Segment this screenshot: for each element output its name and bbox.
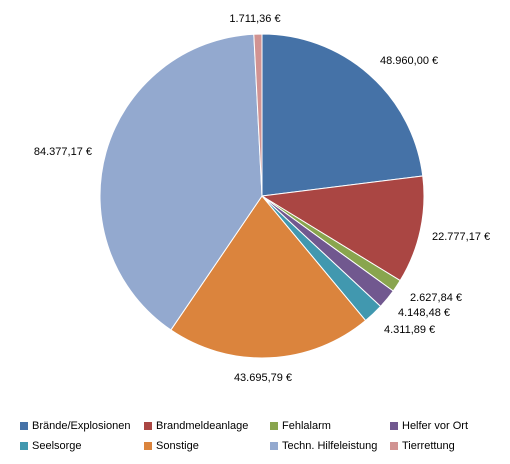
legend-swatch — [270, 422, 278, 430]
legend-label: Sonstige — [156, 440, 199, 452]
pie-data-label: 2.627,84 € — [410, 292, 462, 304]
pie-data-label: 43.695,79 € — [234, 372, 292, 384]
pie-slice-tierrettung — [253, 33, 263, 197]
pie-data-label: 4.311,89 € — [384, 324, 435, 336]
legend-item: Helfer vor Ort — [390, 420, 500, 432]
legend-item: Techn. Hilfeleistung — [270, 440, 390, 452]
legend-label: Tierrettung — [402, 440, 455, 452]
pie-slice-techn-hilfeleistung — [99, 33, 263, 331]
pie-chart-svg: 48.960,00 € 22.777,17 € 2.627,84 € 4.148,48… — [34, 13, 490, 384]
legend-item: Brände/Explosionen — [20, 420, 144, 432]
pie-data-label: 22.777,17 € — [432, 231, 490, 243]
pie-data-label: 48.960,00 € — [380, 55, 438, 67]
legend-label: Techn. Hilfeleistung — [282, 440, 378, 452]
legend-swatch — [20, 422, 28, 430]
chart-legend: Brände/Explosionen Brandmeldeanlage Fehlal… — [20, 420, 500, 452]
legend-swatch — [390, 422, 398, 430]
legend-item: Brandmeldeanlage — [144, 420, 270, 432]
pie-slice-brandmeldeanlage — [260, 175, 425, 282]
pie-value-labels: 48.960,00 € 22.777,17 € 2.627,84 € 4.148,48… — [34, 13, 490, 384]
pie-data-label: 4.148,48 € — [398, 307, 450, 319]
legend-item: Fehlalarm — [270, 420, 390, 432]
legend-swatch — [144, 422, 152, 430]
legend-label: Brände/Explosionen — [32, 420, 131, 432]
legend-swatch — [390, 442, 398, 450]
legend-swatch — [144, 442, 152, 450]
legend-label: Seelsorge — [32, 440, 82, 452]
legend-item: Tierrettung — [390, 440, 500, 452]
pie-slices — [99, 33, 425, 359]
legend-label: Brandmeldeanlage — [156, 420, 249, 432]
legend-swatch — [20, 442, 28, 450]
legend-swatch — [270, 442, 278, 450]
legend-item: Seelsorge — [20, 440, 144, 452]
pie-data-label: 84.377,17 € — [34, 146, 92, 158]
pie-data-label: 1.711,36 € — [229, 13, 280, 25]
legend-label: Helfer vor Ort — [402, 420, 469, 432]
legend-label: Fehlalarm — [282, 420, 331, 432]
pie-slice-sonstige — [170, 195, 367, 359]
legend-item: Sonstige — [144, 440, 270, 452]
pie-slice-brände-explosionen — [261, 33, 424, 197]
